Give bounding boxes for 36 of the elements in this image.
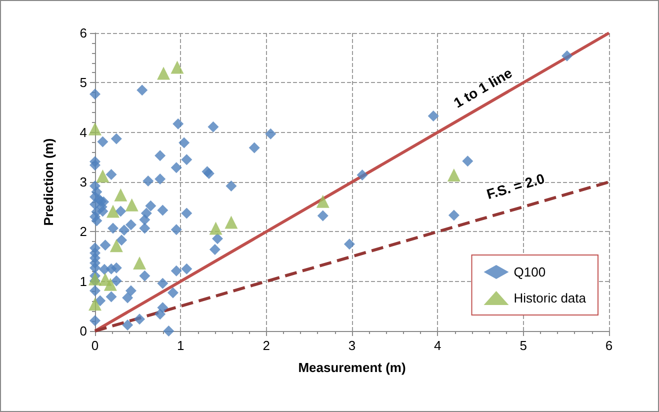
y-tick-label: 4 [80, 124, 87, 140]
y-tick-label: 2 [80, 224, 87, 240]
point [224, 216, 238, 229]
point [209, 222, 222, 235]
point [157, 66, 170, 80]
x-tick-label: 2 [262, 338, 270, 353]
point [316, 194, 330, 208]
point [106, 204, 120, 218]
y-tick-label: 0 [80, 324, 87, 338]
point [104, 278, 117, 291]
y-tick-label: 3 [80, 174, 87, 190]
point [170, 60, 184, 74]
point [133, 256, 146, 270]
point [125, 198, 138, 212]
x-tick-label: 0 [91, 338, 99, 353]
annotation: F.S. = 2.0 [484, 170, 546, 202]
point [110, 239, 123, 252]
x-tick-label: 1 [177, 338, 184, 353]
x-axis-title: Measurement (m) [298, 360, 406, 375]
point [114, 188, 128, 202]
point [96, 170, 110, 183]
x-tick-label: 3 [348, 338, 356, 353]
y-axis-title: Prediction (m) [41, 138, 56, 226]
y-tick-label: 6 [80, 26, 87, 40]
legend-label: Historic data [514, 290, 587, 306]
legend-label: Q100 [514, 264, 546, 280]
x-tick-label: 4 [434, 338, 442, 353]
point [88, 272, 102, 286]
x-tick-label: 5 [520, 338, 527, 353]
point [88, 298, 102, 311]
point [88, 122, 102, 136]
point [447, 168, 460, 182]
annotation: 1 to 1 line [450, 64, 515, 111]
x-tick-label: 6 [605, 338, 613, 353]
y-tick-label: 5 [80, 75, 87, 90]
y-tick-label: 1 [80, 274, 87, 289]
